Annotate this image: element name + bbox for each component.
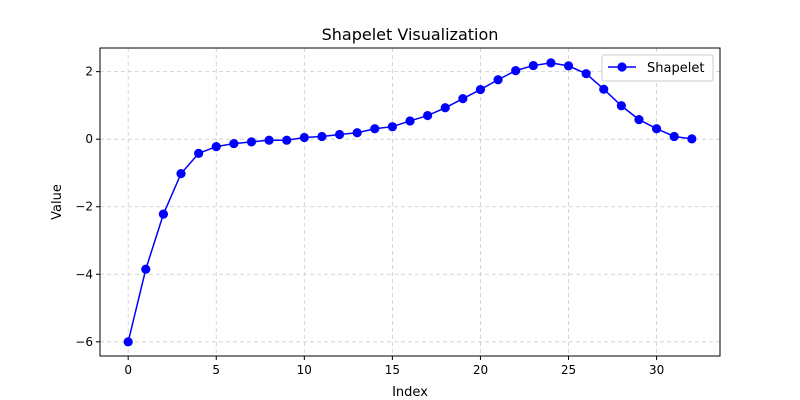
x-tick-label: 10 [297,363,312,377]
x-tick-label: 15 [385,363,400,377]
series-line-shapelet [127,62,692,342]
data-point [264,135,274,145]
data-point [229,138,239,149]
data-point [405,116,415,126]
data-point [123,337,133,347]
data-point [528,60,538,71]
x-tick-label: 0 [124,363,132,377]
data-point [141,264,151,274]
data-point [334,129,345,140]
data-point [246,137,257,147]
data-point [581,69,591,79]
y-tick-label: −4 [75,267,93,281]
data-point [317,131,327,142]
data-point [475,84,486,95]
y-axis-ticks: −6 −4 −2 0 2 [75,65,100,349]
x-tick-label: 5 [212,363,220,377]
data-point [423,110,433,121]
x-tick-label: 25 [561,363,576,377]
data-point [616,101,626,111]
data-point [687,134,697,144]
data-point [458,94,468,104]
data-point [352,128,362,138]
data-point [176,169,186,179]
data-point [651,124,662,134]
data-point [440,103,450,113]
x-tick-label: 30 [649,363,664,377]
data-point [599,84,609,94]
y-tick-label: 2 [85,65,93,79]
data-point [493,75,503,85]
data-point [563,61,574,71]
data-point [634,114,644,125]
legend-label: Shapelet [647,61,704,76]
chart-title: Shapelet Visualization [322,25,499,44]
grid-lines [100,48,720,356]
legend-marker-swatch [617,62,627,72]
legend-box [601,54,714,82]
data-point [669,131,679,142]
y-tick-label: −2 [75,200,93,214]
series-layer [123,58,697,347]
x-axis-label: Index [392,385,428,400]
data-point [211,142,221,152]
data-point [158,209,169,219]
data-point [370,124,380,134]
data-point [282,135,292,145]
y-axis-label: Value [50,184,65,220]
x-axis-ticks: 0 5 10 15 20 25 30 [124,356,664,377]
data-point [511,66,521,76]
x-tick-label: 20 [473,363,488,377]
legend: Shapelet [601,54,714,82]
y-tick-label: −6 [75,335,93,349]
y-tick-label: 0 [85,132,93,146]
plot-frame [99,47,721,357]
data-point [387,122,397,132]
data-point [299,132,309,143]
data-point [546,58,556,68]
data-point [194,148,204,158]
